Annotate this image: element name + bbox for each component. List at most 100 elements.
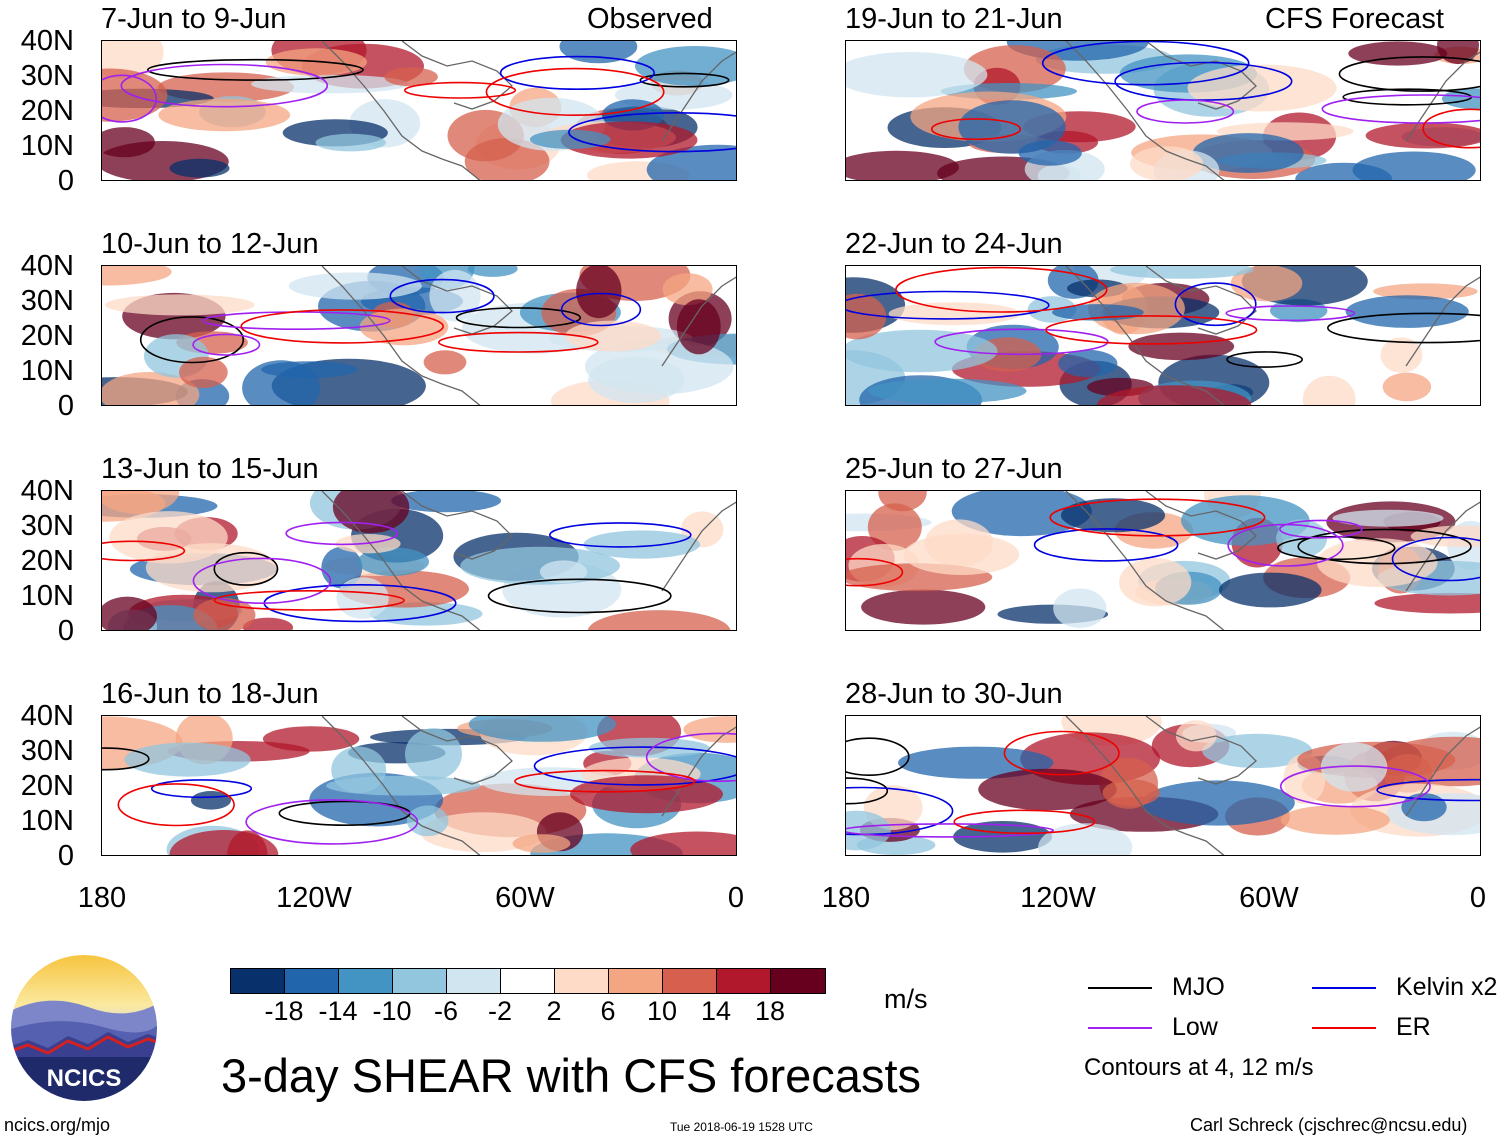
shear-shading [846,716,1480,855]
shear-anomaly [846,810,891,851]
colorbar-swatch [609,969,663,993]
contour-kelvin [1376,778,1480,802]
lat-label: 0 [57,165,74,197]
shear-shading [846,41,1480,180]
shear-shading [102,266,736,405]
shear-anomaly [1128,332,1235,361]
legend-line-er [1312,1026,1376,1029]
shear-anomaly [169,158,230,178]
shear-anomaly [467,266,518,277]
shear-anomaly [321,546,363,589]
shear-anomaly [1058,349,1118,378]
lon-label: 0 [1469,882,1487,914]
map-panel-observed-1 [101,40,737,181]
shear-anomaly [539,560,588,584]
contour-er [240,309,444,344]
observed-label: Observed [587,3,713,35]
shear-map [846,266,1480,405]
contour-er [1045,315,1258,345]
shear-anomaly [288,272,422,300]
colorbar-label: -6 [433,996,459,1026]
contour-low [245,799,419,845]
shear-anomaly [1302,375,1356,405]
shear-shading [102,491,731,630]
legend-line-kelvin [1312,986,1376,989]
shear-anomaly [158,98,291,132]
map-panel-observed-3 [101,490,737,631]
shear-anomaly [242,360,321,405]
contour-er [953,809,1096,835]
shear-anomaly [588,356,685,404]
shear-anomaly [683,716,736,743]
contour-kelvin [533,746,736,786]
legend-label: MJO [1172,973,1225,1001]
shear-map [102,491,736,630]
shear-anomaly [676,299,721,355]
colorbar-swatch [285,969,339,993]
shear-anomaly [583,530,701,559]
legend-low: Low [1088,1015,1218,1040]
shear-anomaly [1141,780,1295,826]
contour-mjo [139,316,245,364]
lon-label: 180 [821,882,871,914]
map-panel-forecast-4 [845,715,1481,856]
colorbar-label: -2 [487,996,513,1026]
ncics-logo: NCICS [8,952,160,1104]
contour-low [285,521,399,546]
shear-anomaly [867,503,922,551]
shear-anomaly [1380,337,1423,373]
lat-label: 30N [20,60,74,92]
contour-kelvin [1041,41,1250,86]
lat-label: 20N [20,770,74,802]
shear-anomaly [1374,592,1480,614]
units-label: m/s [884,984,928,1014]
lon-label: 0 [727,882,745,914]
shear-anomaly [179,356,228,389]
shear-anomaly [1382,372,1432,402]
panel-title: 22-Jun to 24-Jun [845,228,1063,260]
lat-label: 10N [20,805,74,837]
shear-anomaly [102,372,200,405]
shear-anomaly [429,269,481,322]
panel-title: 19-Jun to 21-Jun [845,3,1063,35]
panel-title: 16-Jun to 18-Jun [101,678,319,710]
coastline [321,41,736,180]
lat-label: 40N [20,250,74,282]
shear-anomaly [102,266,172,286]
shear-anomaly [861,589,986,625]
shear-map [846,491,1480,630]
contour-low [1279,765,1431,808]
shear-anomaly [243,617,293,630]
lat-label: 40N [20,475,74,507]
colorbar-swatch [717,969,771,993]
colorbar-label: -18 [264,996,304,1026]
shear-anomaly [1102,779,1160,807]
shear-anomaly [423,350,467,375]
colorbar-label: 14 [700,996,732,1026]
shear-anomaly [1192,133,1304,173]
contour-er [117,783,235,827]
shear-map [846,41,1480,180]
shear-anomaly [1175,720,1217,752]
shear-anomaly [978,768,1117,811]
colorbar-label: -14 [318,996,358,1026]
shear-anomaly [1053,588,1107,628]
shear-anomaly [951,491,1092,537]
lon-label: 60W [495,882,555,914]
contour-er [1003,730,1120,776]
shear-anomaly [559,41,638,64]
contour-er [437,331,599,353]
lat-label: 20N [20,545,74,577]
lon-label: 180 [77,882,127,914]
panel-title: 25-Jun to 27-Jun [845,453,1063,485]
contour-low [192,557,332,605]
shear-shading [846,491,1480,628]
contour-mjo [102,747,150,771]
colorbar-swatch [339,969,393,993]
legend-mjo: MJO [1088,975,1225,1000]
shear-map [102,41,736,180]
legend-label: Kelvin x2 [1396,973,1498,1001]
shear-anomaly [888,302,1021,326]
footer-url[interactable]: ncics.org/mjo [4,1115,111,1135]
colorbar-swatch [663,969,717,993]
